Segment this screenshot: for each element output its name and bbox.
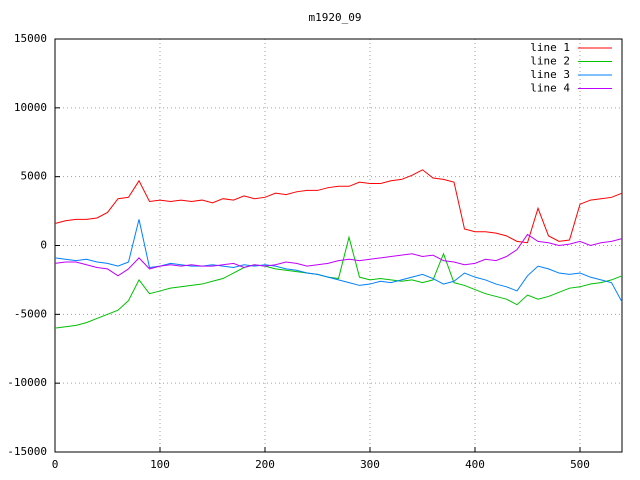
x-tick-label: 500 bbox=[570, 458, 590, 471]
x-tick-label: 200 bbox=[255, 458, 275, 471]
y-tick-label: 5000 bbox=[21, 170, 48, 183]
x-tick-label: 0 bbox=[52, 458, 59, 471]
y-tick-label: -5000 bbox=[14, 307, 47, 320]
y-tick-label: 10000 bbox=[14, 101, 47, 114]
legend-label: line 3 bbox=[530, 68, 570, 81]
x-tick-label: 100 bbox=[150, 458, 170, 471]
y-tick-label: 15000 bbox=[14, 32, 47, 45]
plot-frame bbox=[54, 38, 623, 453]
legend-label: line 4 bbox=[530, 82, 570, 95]
y-tick-label: -10000 bbox=[7, 376, 47, 389]
legend-label: line 2 bbox=[530, 55, 570, 68]
legend-label: line 1 bbox=[530, 41, 570, 54]
chart-title: m1920_09 bbox=[309, 11, 362, 24]
x-tick-label: 400 bbox=[465, 458, 485, 471]
x-tick-label: 300 bbox=[360, 458, 380, 471]
series-line bbox=[54, 235, 623, 329]
y-tick-label: -15000 bbox=[7, 445, 47, 458]
series-line bbox=[54, 169, 623, 244]
series-line bbox=[54, 233, 623, 277]
series-line bbox=[54, 219, 623, 303]
y-tick-label: 0 bbox=[40, 239, 47, 252]
